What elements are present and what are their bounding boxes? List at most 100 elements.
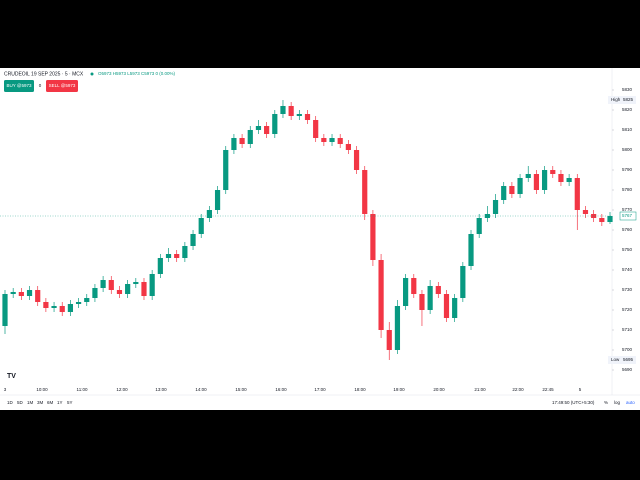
pct-toggle[interactable]: % <box>604 400 608 405</box>
candle-body <box>133 282 139 284</box>
badge-value: 5825 <box>623 97 634 102</box>
candle-body <box>378 260 384 330</box>
y-tick-label: 5730 <box>622 287 633 292</box>
x-tick-label: 20:00 <box>433 387 445 392</box>
candle-body <box>223 150 229 190</box>
candle-body <box>125 284 131 294</box>
candle-body <box>386 330 392 350</box>
candle-body <box>582 210 589 214</box>
y-tick-label: 5700 <box>622 347 633 352</box>
panel <box>0 68 640 410</box>
last-price-tag <box>619 211 637 221</box>
candle-body <box>599 218 605 222</box>
x-tick-label: 12:00 <box>116 387 128 392</box>
x-tick-label: 16:00 <box>275 387 287 392</box>
buy-button[interactable] <box>4 80 34 92</box>
candle-body <box>165 254 172 258</box>
x-tick-label: 13:00 <box>155 387 167 392</box>
candle-body <box>18 292 24 296</box>
symbol: CRUDEOIL 19 SEP 2025 · 5 · MCX <box>4 71 84 77</box>
y-tick-label: 5830 <box>622 87 633 92</box>
x-tick-label: 21:00 <box>474 387 486 392</box>
buy-label[interactable]: BUY @5973 <box>6 83 31 88</box>
candle-body <box>533 174 540 190</box>
candle-body <box>411 278 417 294</box>
candle-body <box>100 280 106 288</box>
y-tick-label: 5810 <box>622 127 633 132</box>
y-tick-label: 5720 <box>622 307 633 312</box>
range-button[interactable]: 1D <box>7 400 14 405</box>
candle-body <box>541 170 548 190</box>
candle-body <box>51 306 57 308</box>
candle-body <box>247 130 253 144</box>
y-tick-label: 5750 <box>622 247 633 252</box>
candle-body <box>468 234 474 266</box>
x-tick-label: 17:00 <box>314 387 326 392</box>
range-button[interactable]: 6M <box>47 400 54 405</box>
range-button[interactable]: 1Y <box>57 400 63 405</box>
candle-body <box>141 282 147 296</box>
range-button[interactable]: 3M <box>37 400 44 405</box>
candle-body <box>26 290 33 296</box>
candle-body <box>517 178 523 194</box>
candle-body <box>337 138 343 144</box>
candle-body <box>280 106 286 114</box>
price-badge <box>608 356 636 364</box>
badge-value: 5695 <box>623 357 634 362</box>
ohlc: O5973 H5973 L5973 C5973 0 (0.00%) <box>98 71 176 76</box>
candle-body <box>329 138 335 142</box>
x-tick-label: 5 <box>579 387 582 392</box>
candle-body <box>43 302 49 308</box>
range-button[interactable]: 5Y <box>67 400 73 405</box>
candle-body <box>239 138 245 144</box>
x-tick-label: 3 <box>4 387 7 392</box>
logo: TV <box>7 373 16 380</box>
candle-body <box>452 298 458 318</box>
candle-body <box>370 214 376 260</box>
candle-body <box>476 218 482 234</box>
candle-body <box>427 286 433 310</box>
candle-body <box>566 178 572 182</box>
badge-label: High <box>611 97 621 102</box>
sell-button[interactable] <box>46 80 78 92</box>
candle-body <box>174 254 180 258</box>
candle-body <box>67 304 74 312</box>
candle-body <box>182 246 188 258</box>
y-tick-label: 5800 <box>622 147 633 152</box>
range-button[interactable]: 1M <box>27 400 34 405</box>
candle-body <box>84 298 90 302</box>
separator: 0 <box>39 83 42 88</box>
y-tick-label: 5790 <box>622 167 633 172</box>
status-dot <box>90 72 94 76</box>
candle-body <box>264 126 270 134</box>
x-tick-label: 22:00 <box>512 387 524 392</box>
candle-body <box>403 278 409 306</box>
candle-body <box>313 120 319 138</box>
candle-body <box>362 170 368 214</box>
candle-body <box>255 126 262 130</box>
clock: 17:49:50 (UTC+5:30) <box>552 400 595 405</box>
candle-body <box>509 186 515 194</box>
candle-body <box>501 186 507 200</box>
log-toggle[interactable]: log <box>614 400 621 405</box>
x-tick-label: 22:45 <box>542 387 554 392</box>
candle-body <box>272 114 278 134</box>
y-tick-label: 5820 <box>622 107 633 112</box>
candle-body <box>460 266 466 298</box>
sell-label[interactable]: SELL @5973 <box>49 83 76 88</box>
candle-body <box>198 218 204 234</box>
candle-body <box>394 306 401 350</box>
candle-body <box>190 234 196 246</box>
candle-body <box>591 214 597 218</box>
range-button[interactable]: 5D <box>17 400 24 405</box>
last-price: 5767 <box>622 213 633 218</box>
candle-body <box>321 138 327 142</box>
candle-body <box>157 258 163 274</box>
candle-body <box>75 302 82 304</box>
badge-label: Low <box>611 357 620 362</box>
y-tick-label: 5770 <box>622 207 633 212</box>
auto-toggle[interactable]: auto <box>626 400 635 405</box>
candle-body <box>345 144 351 150</box>
